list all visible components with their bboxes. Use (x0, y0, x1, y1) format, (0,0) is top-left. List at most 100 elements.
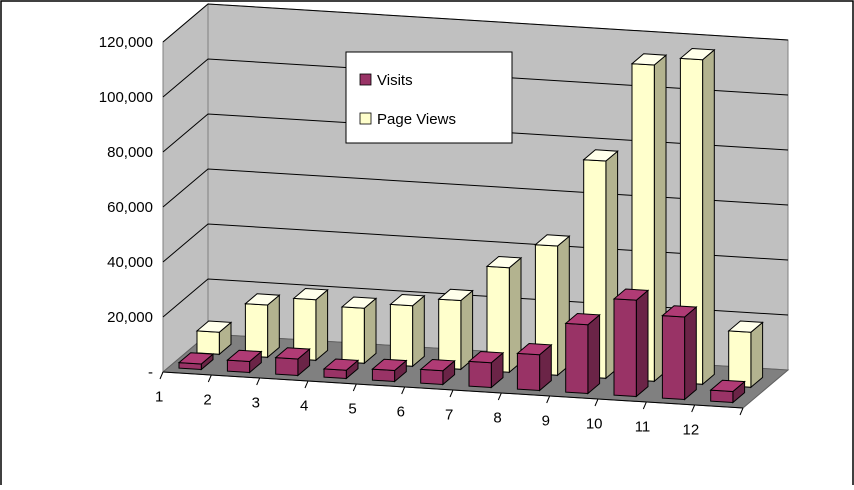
chart-legend: Visits Page Views (345, 51, 513, 144)
bar-front (613, 298, 637, 398)
bar-page-views (195, 320, 233, 356)
x-tick-mark (207, 374, 212, 383)
bar-side (460, 289, 474, 371)
bar-page-views (292, 287, 329, 362)
bar-top (177, 352, 215, 365)
bar-page-views (534, 234, 571, 377)
x-tick-label: 9 (542, 413, 550, 430)
bar-top (630, 53, 668, 66)
x-tick-mark (256, 377, 261, 386)
x-tick-label: 8 (493, 410, 501, 427)
bar-front (468, 360, 492, 389)
x-tick-label: 7 (445, 407, 453, 424)
bar-side (684, 306, 697, 401)
legend-swatch-page-views (359, 112, 372, 125)
bar-side (702, 48, 715, 386)
bar-top (244, 293, 281, 306)
x-tick-label: 3 (252, 395, 260, 412)
bar-top (534, 234, 571, 247)
x-tick-mark (546, 395, 551, 404)
bar-top (612, 288, 650, 301)
bar-visits (564, 312, 601, 395)
bar-front (661, 315, 686, 401)
gridline (162, 113, 789, 153)
bar-top (419, 358, 456, 372)
bar-page-views (244, 293, 281, 359)
bar-visits (226, 349, 263, 374)
x-tick-label: 10 (586, 416, 603, 433)
bar-top (292, 287, 329, 301)
bar-front (710, 389, 734, 404)
y-tick-label: 60,000 (107, 199, 153, 216)
x-axis-tick-labels: 1 2 3 4 5 6 7 8 9 10 11 12 (155, 371, 744, 439)
bar-front (226, 359, 251, 374)
y-axis-tick-labels: - 20,000 40,000 60,000 80,000 100,000 120,000 (99, 34, 153, 381)
x-tick-mark (159, 371, 164, 380)
x-tick-label: 1 (155, 389, 163, 406)
x-tick-mark (449, 389, 454, 398)
x-tick-mark (401, 386, 406, 395)
y-tick-label: 120,000 (99, 34, 153, 51)
bar-page-views (389, 293, 426, 368)
x-tick-mark (497, 392, 502, 401)
legend-box (345, 51, 513, 144)
bar-top (437, 288, 474, 302)
bar-top (516, 342, 553, 356)
bar-visits (612, 288, 650, 398)
bar-visits (371, 358, 408, 383)
bar-front (438, 298, 462, 370)
x-tick-label: 11 (635, 419, 651, 436)
bar-top (582, 149, 619, 162)
bar-page-views (727, 320, 764, 389)
bar-top (679, 47, 716, 61)
bar-front (420, 368, 444, 386)
bar-page-views (679, 47, 716, 386)
chart-gridlines (162, 3, 789, 318)
bar-top (226, 349, 263, 363)
chart-bars (177, 47, 764, 404)
bar-side (587, 313, 601, 395)
bar-top (661, 305, 698, 318)
bar-side (412, 294, 425, 368)
x-tick-label: 6 (397, 404, 405, 421)
bar-top (340, 296, 378, 309)
x-tick-mark (352, 383, 357, 392)
y-tick-label: 20,000 (107, 309, 153, 326)
bar-visits (419, 358, 456, 386)
x-tick-label: 2 (203, 392, 211, 409)
bar-page-views (437, 288, 474, 371)
bar-front (371, 368, 396, 383)
bar-visits (709, 379, 746, 404)
y-tick-label: - (148, 364, 153, 381)
x-tick-label: 5 (348, 401, 356, 418)
gridline (162, 58, 789, 98)
bar-top (274, 347, 311, 360)
bar-visits (322, 358, 360, 380)
x-tick-mark (739, 407, 744, 416)
legend-label-page-views: Page Views (377, 111, 456, 128)
bar-top (371, 358, 408, 372)
y-tick-label: 40,000 (107, 254, 153, 271)
x-tick-mark (594, 398, 599, 407)
bar-front (341, 306, 365, 364)
bar-top (709, 379, 746, 393)
bar-front (196, 330, 220, 355)
bar-side (363, 297, 377, 365)
bar-front (244, 303, 269, 358)
x-tick-label: 4 (300, 398, 308, 415)
legend-swatch-visits (359, 73, 372, 86)
bar-page-views (485, 255, 523, 374)
bar-page-views (340, 296, 378, 365)
bar-visits (661, 305, 698, 401)
x-tick-mark (304, 380, 309, 389)
bar-side (315, 288, 329, 362)
bar-top (322, 358, 360, 371)
y-tick-label: 80,000 (107, 144, 153, 161)
bar-front (389, 303, 414, 367)
bar-front (565, 322, 589, 395)
bar-top (195, 320, 233, 333)
gridline (162, 3, 789, 43)
bar-top (727, 320, 764, 333)
